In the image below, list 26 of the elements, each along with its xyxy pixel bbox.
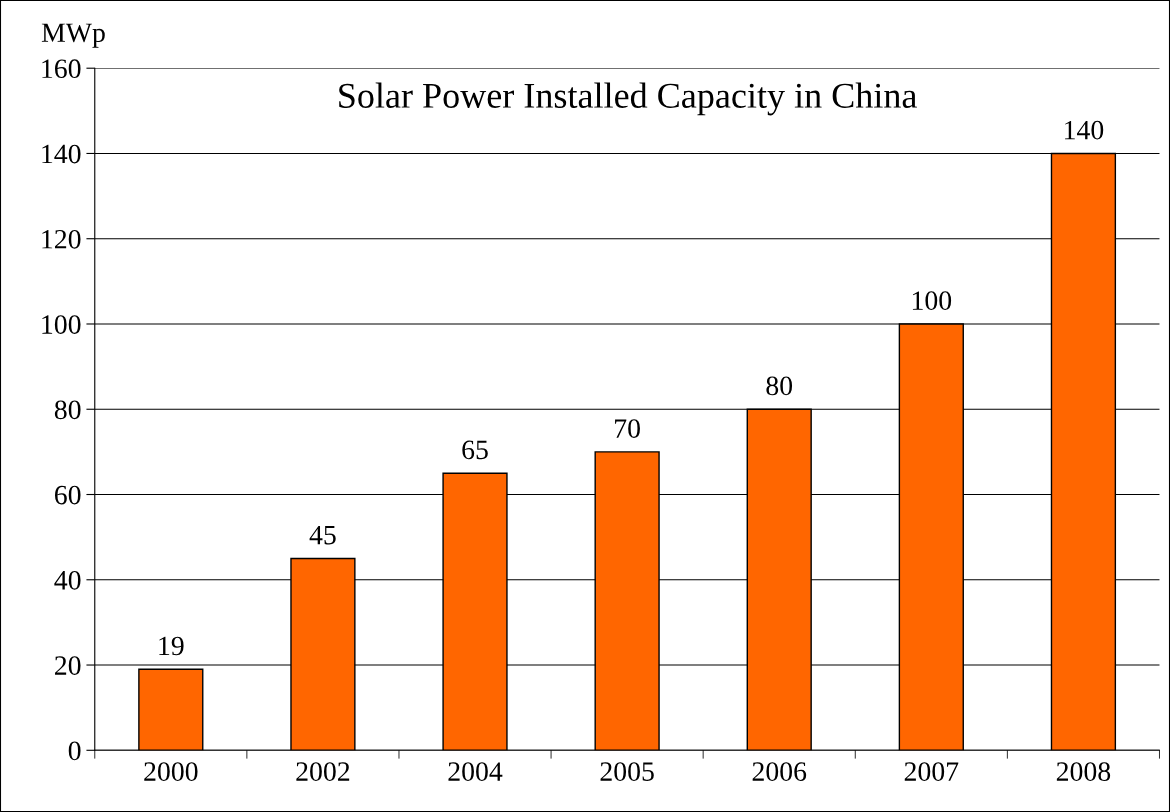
data-label: 45 <box>309 525 336 545</box>
x-tick-label: 2008 <box>1056 762 1111 781</box>
y-tick-label: 140 <box>42 144 81 164</box>
data-label: 140 <box>1065 120 1104 140</box>
x-tick-label: 2005 <box>600 762 654 781</box>
x-tick-label: 2007 <box>904 762 959 781</box>
y-tick-label: 120 <box>42 229 81 249</box>
x-tick-label: 2004 <box>448 762 503 781</box>
data-label: 70 <box>615 419 640 438</box>
data-label: 19 <box>159 636 184 656</box>
x-tick-label: 2000 <box>144 762 198 781</box>
y-tick-label: 100 <box>42 315 81 334</box>
y-axis-title: MWp <box>41 23 105 48</box>
y-tick-label: 0 <box>68 741 81 761</box>
y-tick-label: 40 <box>54 570 81 590</box>
chart-title: Solar Power Installed Capacity in China <box>339 82 917 116</box>
bar <box>138 668 204 751</box>
data-label: 100 <box>912 291 952 311</box>
data-label: 80 <box>766 376 793 396</box>
x-tick-label: 2002 <box>296 762 350 781</box>
y-tick-label: 20 <box>55 656 81 675</box>
y-tick-label: 60 <box>54 485 81 505</box>
x-tick-label: 2006 <box>752 762 807 781</box>
y-tick-label: 80 <box>54 400 81 420</box>
y-tick-label: 160 <box>42 59 81 79</box>
data-label: 65 <box>462 440 488 460</box>
